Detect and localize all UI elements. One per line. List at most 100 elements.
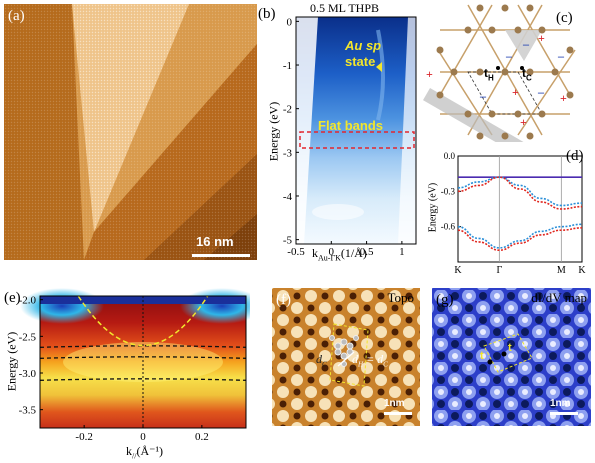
panel-d: (d) Energy (eV) 0.0 -0.3 -0.6 K Γ M K <box>420 142 595 282</box>
topo-image <box>272 288 420 426</box>
stm-topography-image <box>4 4 257 260</box>
e-xtick-label: 0 <box>140 431 146 443</box>
e-xtick-label: 0.2 <box>195 431 209 443</box>
dh-d: d <box>352 352 358 366</box>
svg-text:+: + <box>520 115 527 129</box>
panel-b: (b) 0.5 ML THPB 0 -1 -2 -3 -4 -5 -0.5 0 0.5 1 <box>258 0 422 262</box>
cut-bar <box>423 87 530 142</box>
svg-text:+: + <box>538 31 545 45</box>
b-ytick-label: 0 <box>287 16 293 28</box>
dc-d: d <box>316 352 322 366</box>
site-th-marker <box>496 66 500 70</box>
b-frame <box>295 16 417 245</box>
sp-state-arrow <box>376 62 382 72</box>
e-xlabel-k: k <box>126 444 132 458</box>
b-ytick-label: -4 <box>283 191 293 203</box>
flat-band-box <box>299 131 415 149</box>
e-ytick-label: -3.5 <box>19 405 37 417</box>
arpes-zoom-chart: -2.0 -2.5 -3.0 -3.5 -0.2 0 0.2 <box>19 288 250 443</box>
au-sp-text: Au sp <box>345 38 382 53</box>
didv-map-image <box>432 288 591 426</box>
d-ytick-label: -0.6 <box>441 222 456 232</box>
d-ytick-label: -0.3 <box>441 186 456 196</box>
d-series-line <box>457 227 583 252</box>
chart-title: 0.5 ML THPB <box>310 1 380 15</box>
scalebar-line <box>192 254 250 257</box>
f-scalebar-label: 1nm <box>384 398 405 409</box>
b-xlabel-unit: (1/Å) <box>340 246 367 260</box>
g-tc-marker <box>501 351 507 357</box>
e-xtick-label: -0.2 <box>75 431 92 443</box>
b-xtick-label: 0.5 <box>360 246 374 258</box>
b-xlabel-k: k <box>312 246 318 260</box>
e-xlabel: k//(Å⁻¹) <box>126 444 163 460</box>
d-xtick-label: M <box>557 265 566 276</box>
svg-text:–: – <box>557 49 565 63</box>
unit-cell-outline <box>329 323 369 387</box>
b-xtick-label: 0 <box>329 246 335 258</box>
f-scalebar-line <box>384 412 412 415</box>
d-xtick-label: K <box>578 265 586 276</box>
didv-mode-label: dI/dV map <box>531 290 587 305</box>
site-tc-label: tC <box>522 66 532 82</box>
d-series-line <box>457 176 583 210</box>
panel-label-a: (a) <box>8 8 25 24</box>
lattice-diagram: + – + – + – – + – + <box>423 4 576 142</box>
shaded-triangle <box>505 30 542 61</box>
g-th-marker <box>487 359 493 365</box>
site-th-sub: H <box>488 73 494 83</box>
state-text: state <box>345 54 376 69</box>
dh-eq-label: dH = dC <box>352 352 388 369</box>
e-ytick-label: -2.0 <box>19 295 37 307</box>
svg-text:–: – <box>537 85 545 99</box>
panel-g: (g) dI/dV map t t 1nm <box>432 288 591 426</box>
panel-a: (a) 16 nm <box>4 4 257 260</box>
b-xtick-label: -0.5 <box>287 246 305 258</box>
arpes-axes: 0 -1 -2 -3 -4 -5-0.5 0 0.5 1 <box>283 16 417 258</box>
panel-label-b: (b) <box>258 6 276 22</box>
svg-text:–: – <box>505 49 513 63</box>
band-structure-chart: 0.0 -0.3 -0.6 K Γ M K <box>441 151 587 276</box>
panel-c: (c) + – + – <box>420 0 595 142</box>
b-ylabel: Energy (eV) <box>266 101 281 162</box>
g-tc-label: t <box>508 342 512 354</box>
arpes-image <box>296 17 416 244</box>
b-xtick-label: 1 <box>399 246 405 258</box>
panel-e: (e) Energy (eV) -2.0 -2.5 -3.0- <box>0 284 250 463</box>
g-th-label: t <box>480 350 484 362</box>
d-xtick-label: Γ <box>496 265 502 276</box>
e-xlabel-sub: // <box>132 451 137 461</box>
panel-f: (f) Topo dC dH = dC 1nm <box>272 288 420 426</box>
dc-arrow <box>337 351 355 367</box>
svg-text:+: + <box>512 85 519 99</box>
arpes-chart: 0 -1 -2 -3 -4 -5-0.5 0 0.5 1 <box>283 16 417 258</box>
b-ytick-label: -3 <box>283 147 293 159</box>
site-tc-marker <box>520 66 524 70</box>
svg-text:–: – <box>479 89 487 103</box>
d-xtick-label: K <box>454 265 462 276</box>
au-sp-annotation: Au sp state <box>345 38 381 70</box>
d-ytick-label: 0.0 <box>444 151 456 161</box>
panel-label-c: (c) <box>556 10 573 26</box>
b-ytick-label: -5 <box>283 235 293 247</box>
b-xlabel: kAu-ΓK(1/Å) <box>312 246 367 262</box>
topo-mode-label: Topo <box>387 290 414 305</box>
e-ytick-label: -3.0 <box>19 368 37 380</box>
flat-bands-annotation: Flat bands <box>318 118 384 133</box>
d-series-line <box>457 223 583 249</box>
e-xlabel-unit: (Å⁻¹) <box>136 444 164 458</box>
panel-label-g: (g) <box>436 292 454 308</box>
d-frame <box>457 155 583 263</box>
g-scalebar-label: 1nm <box>550 398 571 409</box>
site-tc-sub: C <box>526 73 532 83</box>
molecule-overlay <box>329 335 359 367</box>
scalebar-label: 16 nm <box>196 234 234 249</box>
site-th-label: tH <box>484 66 494 82</box>
b-ytick-label: -1 <box>283 60 292 72</box>
site-tc-t: t <box>522 66 526 80</box>
svg-text:+: + <box>426 67 433 81</box>
svg-text:+: + <box>560 91 567 105</box>
b-ytick-label: -2 <box>283 104 292 116</box>
panel-label-e: (e) <box>4 290 21 306</box>
e-ytick-label: -2.5 <box>19 331 37 343</box>
